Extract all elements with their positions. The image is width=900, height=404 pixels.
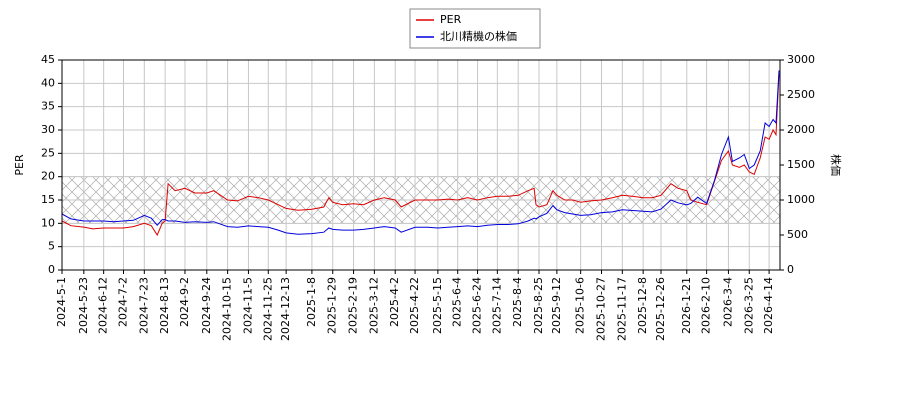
y2-tick-label: 3000 [787, 53, 815, 66]
x-tick-label: 2024-8-13 [158, 277, 171, 334]
y-tick-label: 0 [48, 263, 55, 276]
y2-tick-label: 1500 [787, 158, 815, 171]
x-tick-label: 2024-11-25 [261, 277, 274, 341]
x-tick-label: 2026-2-10 [700, 277, 713, 334]
x-tick-label: 2026-3-25 [742, 277, 755, 334]
x-tick-label: 2025-2-19 [347, 277, 360, 334]
x-tick-label: 2025-8-4 [511, 277, 524, 327]
x-tick-label: 2024-11-5 [241, 277, 254, 334]
x-tick-label: 2025-9-12 [550, 277, 563, 334]
y-tick-label: 15 [41, 193, 55, 206]
y-tick-label: 30 [41, 123, 55, 136]
y2-tick-label: 2500 [787, 88, 815, 101]
y2-tick-label: 2000 [787, 123, 815, 136]
x-tick-label: 2024-7-2 [116, 277, 129, 327]
x-tick-label: 2025-8-25 [532, 277, 545, 334]
y2-tick-label: 1000 [787, 193, 815, 206]
legend-label: PER [440, 13, 462, 26]
plot-area [61, 59, 781, 271]
y-tick-label: 25 [41, 146, 55, 159]
x-tick-label: 2025-1-8 [305, 277, 318, 327]
legend-box [409, 8, 541, 49]
x-tick-label: 2026-4-14 [762, 277, 775, 334]
y-tick-label: 40 [41, 76, 55, 89]
y-axis-label: PER [13, 154, 26, 176]
x-tick-label: 2024-9-2 [178, 277, 191, 327]
x-tick-label: 2024-5-1 [55, 277, 68, 327]
x-tick-label: 2025-3-12 [367, 277, 380, 334]
x-tick-label: 2025-4-2 [388, 277, 401, 327]
x-tick-label: 2024-7-23 [137, 277, 150, 334]
x-tick-label: 2025-12-8 [636, 277, 649, 334]
legend: PER 北川精機の株価 [409, 8, 541, 49]
plot-frame [61, 59, 781, 271]
x-tick-label: 2024-9-24 [200, 277, 213, 334]
x-tick-label: 2025-12-26 [654, 277, 667, 341]
y2-axis-label: 株価 [829, 154, 843, 176]
y-tick-label: 10 [41, 216, 55, 229]
y-tick-label: 35 [41, 100, 55, 113]
x-tick-label: 2025-11-17 [615, 277, 628, 341]
x-tick-label: 2025-5-15 [431, 277, 444, 334]
x-tick-label: 2025-4-22 [408, 277, 421, 334]
x-tick-label: 2026-1-21 [680, 277, 693, 334]
series-line [61, 73, 780, 237]
x-tick-label: 2025-1-29 [326, 277, 339, 334]
y-tick-label: 45 [41, 53, 55, 66]
legend-label: 北川精機の株価 [440, 29, 517, 43]
y2-tick-label: 500 [787, 228, 808, 241]
x-tick-label: 2025-10-27 [594, 277, 607, 341]
x-tick-label: 2024-12-13 [279, 277, 292, 341]
x-tick-label: 2025-6-4 [451, 277, 464, 327]
y2-tick-label: 0 [787, 263, 794, 276]
y-tick-label: 20 [41, 170, 55, 183]
x-tick-label: 2024-6-12 [97, 277, 110, 334]
x-tick-label: 2025-10-6 [574, 277, 587, 334]
x-tick-label: 2026-3-4 [721, 277, 734, 327]
y-tick-label: 5 [48, 240, 55, 253]
x-tick-label: 2025-7-14 [490, 277, 503, 334]
series-line [61, 70, 780, 235]
x-tick-label: 2024-10-15 [221, 277, 234, 341]
x-tick-label: 2025-6-24 [471, 277, 484, 334]
x-tick-label: 2024-5-23 [77, 277, 90, 334]
